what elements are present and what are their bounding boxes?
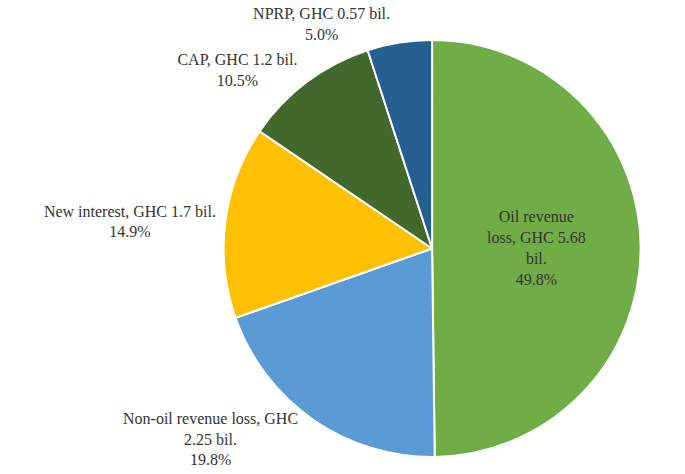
- svg-text:New interest, GHC 1.7 bil.14.9: New interest, GHC 1.7 bil.14.9%: [44, 203, 216, 241]
- svg-text:NPRP, GHC 0.57 bil.5.0%: NPRP, GHC 0.57 bil.5.0%: [253, 5, 390, 43]
- svg-text:CAP, GHC 1.2 bil.10.5%: CAP, GHC 1.2 bil.10.5%: [177, 51, 297, 89]
- svg-text:Non-oil revenue loss, GHC2.25: Non-oil revenue loss, GHC2.25 bil.19.8%: [123, 410, 298, 469]
- svg-text:Oil revenueloss, GHC 5.68bil.4: Oil revenueloss, GHC 5.68bil.49.8%: [487, 208, 586, 287]
